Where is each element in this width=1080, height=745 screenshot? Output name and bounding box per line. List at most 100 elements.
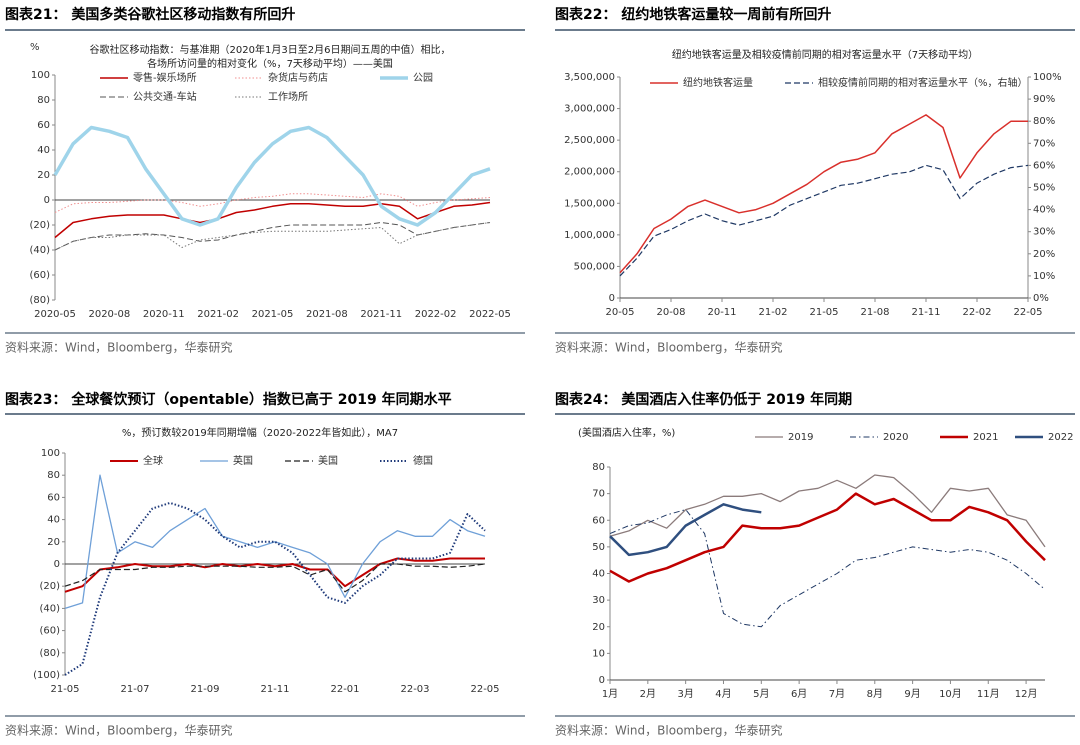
y-tick-label: 2,000,000 (564, 167, 615, 178)
x-tick-label: 6月 (791, 688, 807, 700)
y2-tick-label: 90% (1033, 94, 1055, 105)
y2-tick-label: 60% (1033, 160, 1055, 171)
y-tick-label: 60 (47, 492, 60, 503)
legend-label: 美国 (318, 454, 338, 467)
x-tick-label: 1月 (602, 688, 618, 700)
x-tick-label: 21-07 (120, 684, 149, 695)
series-line (64, 557, 485, 593)
y-tick-label: (40) (29, 245, 50, 256)
y-tick-label: (80) (29, 295, 50, 306)
legend-label: 2020 (883, 432, 908, 443)
x-tick-label: 20-05 (605, 307, 634, 318)
series-line (64, 563, 486, 593)
y-tick-label: 1,500,000 (564, 198, 615, 209)
y-tick-label: 30 (592, 595, 605, 606)
legend-label: 公共交通-车站 (133, 90, 197, 103)
x-tick-label: 22-05 (470, 684, 499, 695)
y-tick-label: 80 (47, 470, 60, 481)
source: 资料来源：Wind，Bloomberg，华泰研究 (5, 340, 232, 355)
y-tick-label: 20 (592, 622, 605, 633)
y-tick-label: (100) (33, 670, 60, 681)
series-line (609, 503, 762, 557)
legend-label: 德国 (413, 454, 433, 467)
x-tick-label: 2021-05 (252, 309, 294, 320)
y2-tick-label: 30% (1033, 227, 1055, 238)
legend-label: 零售-娱乐场所 (133, 71, 197, 84)
y-tick-label: 100 (31, 70, 50, 81)
legend-label: 纽约地铁客运量 (683, 76, 753, 89)
y-tick-label: (20) (39, 581, 60, 592)
x-tick-label: 11月 (977, 688, 1000, 700)
legend-label: 2019 (788, 432, 813, 443)
x-tick-label: 2022-02 (415, 309, 457, 320)
source: 资料来源：Wind，Bloomberg，华泰研究 (555, 723, 782, 738)
y-tick-label: 40 (47, 515, 60, 526)
x-tick-label: 2021-08 (306, 309, 348, 320)
x-tick-label: 22-05 (1013, 307, 1042, 318)
y-tick-label: 3,000,000 (564, 104, 615, 115)
x-tick-label: 20-11 (707, 307, 736, 318)
y-tick-label: 0 (44, 195, 50, 206)
y-tick-label: 10 (592, 648, 605, 659)
chart-title: 谷歌社区移动指数：与基准期（2020年1月3日至2月6日期间五周的中值）相比， (90, 43, 451, 56)
x-tick-label: 3月 (677, 688, 693, 700)
legend-label: 杂货店与药店 (268, 71, 328, 84)
y-tick-label: 80 (592, 462, 605, 473)
legend-label: 全球 (143, 454, 163, 467)
series-line (609, 474, 1046, 548)
series-line (609, 509, 1046, 628)
y-tick-label: (20) (29, 220, 50, 231)
series-line (619, 114, 1028, 274)
y-tick-label: 0 (609, 293, 615, 304)
y2-tick-label: 100% (1033, 72, 1062, 83)
legend-label: 2021 (973, 432, 998, 443)
y-tick-label: 80 (37, 95, 50, 106)
x-tick-label: 21-11 (260, 684, 289, 695)
y-tick-label: 100 (41, 448, 60, 459)
x-tick-label: 20-08 (656, 307, 685, 318)
x-tick-label: 21-02 (758, 307, 787, 318)
x-tick-label: 7月 (829, 688, 845, 700)
figure-title: 图表24： 美国酒店入住率仍低于 2019 年同期 (555, 391, 852, 408)
y-tick-label: 40 (37, 145, 50, 156)
legend-label: 工作场所 (268, 90, 308, 103)
x-tick-label: 2020-11 (143, 309, 185, 320)
series-line (619, 164, 1029, 277)
x-tick-label: 2021-02 (197, 309, 239, 320)
y2-tick-label: 70% (1033, 138, 1055, 149)
chart-title: 纽约地铁客运量及相较疫情前同期的相对客运量水平（7天移动平均） (672, 48, 978, 61)
x-tick-label: 4月 (715, 688, 731, 700)
chart-title: 各场所访问量的相对变化（%，7天移动平均）——美国 (147, 57, 393, 70)
series-line (64, 501, 486, 676)
y-tick-label: 20 (47, 537, 60, 548)
y-tick-label: (40) (39, 603, 60, 614)
y-tick-label: (60) (29, 270, 50, 281)
legend-label: 英国 (233, 454, 253, 467)
y-tick-label: (80) (39, 648, 60, 659)
x-tick-label: 8月 (867, 688, 883, 700)
chart-title: (美国酒店入住率，%) (578, 426, 675, 439)
series-line (609, 492, 1046, 583)
y-tick-label: 500,000 (574, 261, 615, 272)
x-tick-label: 22-03 (400, 684, 429, 695)
source: 资料来源：Wind，Bloomberg，华泰研究 (555, 340, 782, 355)
y-tick-label: 70 (592, 489, 605, 500)
series-line (64, 474, 486, 610)
x-tick-label: 2021-11 (360, 309, 402, 320)
y-tick-label: 20 (37, 170, 50, 181)
y2-tick-label: 40% (1033, 205, 1055, 216)
figure-title: 图表21： 美国多类谷歌社区移动指数有所回升 (5, 6, 295, 23)
chart-title: %，预订数较2019年同期增幅（2020-2022年皆如此），MA7 (122, 426, 398, 439)
y-tick-label: 1,000,000 (564, 230, 615, 241)
x-tick-label: 21-09 (190, 684, 219, 695)
y-tick-label: (60) (39, 626, 60, 637)
x-tick-label: 2022-05 (469, 309, 511, 320)
x-tick-label: 22-01 (330, 684, 359, 695)
figure-title: 图表22： 纽约地铁客运量较一周前有所回升 (555, 6, 831, 23)
y2-tick-label: 50% (1033, 183, 1055, 194)
y-axis-label: % (30, 42, 40, 53)
series-line (54, 201, 491, 239)
legend-label: 相较疫情前同期的相对客运量水平（%，右轴） (818, 76, 1028, 89)
source: 资料来源：Wind，Bloomberg，华泰研究 (5, 723, 232, 738)
